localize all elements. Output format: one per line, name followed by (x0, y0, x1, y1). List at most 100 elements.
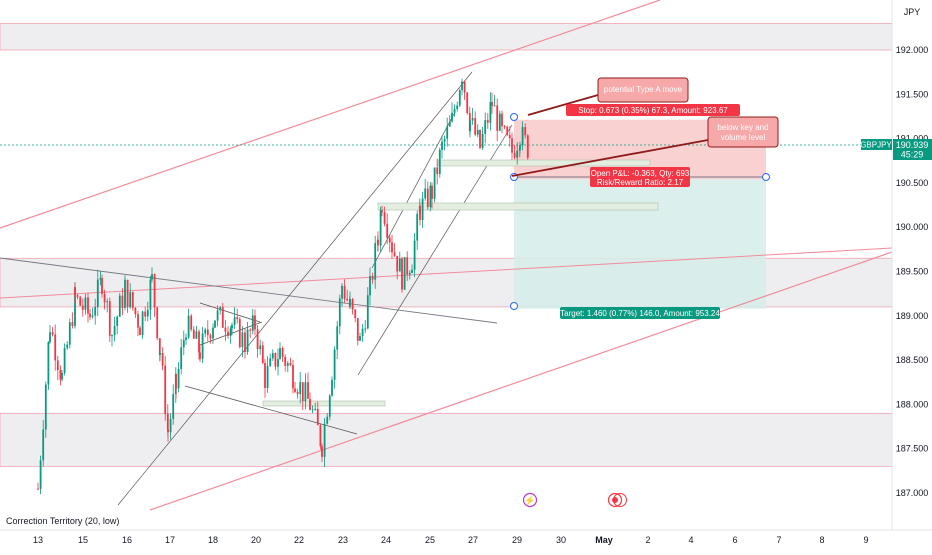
candle[interactable] (81, 298, 84, 317)
candle[interactable] (314, 402, 317, 411)
candle[interactable] (416, 210, 419, 250)
callout-potential-move[interactable]: potential Type A move (527, 77, 689, 116)
candle[interactable] (76, 293, 79, 300)
candle[interactable] (391, 234, 393, 260)
candle[interactable] (209, 333, 212, 344)
candle[interactable] (419, 202, 421, 226)
candle[interactable] (359, 332, 361, 342)
candle[interactable] (42, 420, 45, 467)
rising-channel-right[interactable] (357, 124, 513, 376)
candle[interactable] (441, 135, 443, 159)
candle[interactable] (106, 298, 109, 313)
candle[interactable] (84, 294, 87, 315)
candle[interactable] (227, 326, 229, 339)
candle[interactable] (433, 167, 436, 203)
candle[interactable] (374, 235, 377, 289)
trendlines-layer[interactable] (0, 0, 893, 511)
candle[interactable] (216, 305, 219, 327)
candle[interactable] (511, 132, 513, 160)
candle[interactable] (481, 127, 484, 151)
candle[interactable] (204, 327, 207, 338)
candle[interactable] (249, 328, 252, 339)
candle[interactable] (99, 271, 102, 286)
candle[interactable] (195, 325, 198, 340)
event-icons[interactable]: ⚡ (522, 492, 627, 508)
wedge-lower-line[interactable] (184, 385, 358, 435)
candle[interactable] (513, 144, 516, 160)
candle[interactable] (516, 142, 519, 165)
candle[interactable] (229, 325, 232, 344)
time-axis[interactable]: 13 15 16 17 18 20 22 23 24 25 27 29 30 May 2 4 6 7 8 9 (0, 529, 932, 550)
candle[interactable] (506, 125, 509, 137)
candle[interactable] (351, 297, 354, 315)
candle[interactable] (190, 313, 193, 332)
support-resistance-zone[interactable] (0, 23, 893, 51)
candle[interactable] (271, 349, 274, 361)
candle[interactable] (126, 279, 129, 313)
candle[interactable] (241, 326, 244, 358)
candle[interactable] (161, 347, 164, 371)
candle[interactable] (466, 91, 469, 115)
candle[interactable] (493, 94, 496, 107)
candle[interactable] (292, 359, 294, 394)
target-handle[interactable] (510, 302, 518, 310)
candle[interactable] (144, 306, 147, 321)
candle[interactable] (469, 119, 471, 138)
candle[interactable] (224, 319, 227, 341)
candle[interactable] (294, 381, 296, 393)
candle[interactable] (269, 353, 272, 367)
stop-handle[interactable] (510, 113, 518, 121)
candle[interactable] (319, 423, 322, 450)
candle[interactable] (94, 298, 97, 325)
candle[interactable] (101, 274, 103, 298)
candle[interactable] (274, 352, 277, 371)
candle[interactable] (71, 312, 74, 329)
lower-channel-line[interactable] (149, 251, 893, 511)
falling-trendline[interactable] (0, 257, 498, 324)
candle[interactable] (406, 251, 409, 281)
candle[interactable] (182, 330, 185, 355)
candle[interactable] (369, 267, 371, 306)
candle[interactable] (501, 110, 503, 134)
candle[interactable] (131, 291, 134, 311)
key-level-box[interactable] (262, 400, 386, 407)
support-resistance-zone[interactable] (0, 412, 893, 467)
candle[interactable] (180, 339, 183, 375)
key-levels-layer[interactable] (262, 159, 659, 407)
candle[interactable] (91, 307, 94, 319)
candle[interactable] (411, 264, 413, 274)
candle[interactable] (89, 308, 91, 321)
candle[interactable] (74, 282, 76, 304)
candle[interactable] (236, 308, 239, 324)
candle[interactable] (108, 297, 111, 343)
candle[interactable] (356, 318, 359, 346)
candle[interactable] (256, 325, 259, 358)
candle[interactable] (284, 354, 287, 372)
candle[interactable] (156, 306, 159, 341)
candle[interactable] (343, 279, 346, 304)
candle[interactable] (398, 251, 401, 272)
candle[interactable] (175, 373, 177, 399)
candle[interactable] (429, 182, 432, 212)
candle[interactable] (508, 126, 511, 147)
candle[interactable] (139, 325, 141, 335)
candle[interactable] (169, 413, 172, 440)
candle[interactable] (51, 326, 54, 337)
candle[interactable] (164, 356, 167, 421)
candle[interactable] (185, 333, 187, 345)
candle[interactable] (79, 295, 82, 307)
candle[interactable] (484, 112, 487, 144)
candle[interactable] (244, 338, 246, 359)
candle[interactable] (309, 392, 311, 411)
candle[interactable] (388, 235, 391, 253)
candle[interactable] (296, 388, 299, 399)
candle[interactable] (489, 92, 492, 131)
candle[interactable] (233, 307, 236, 329)
candle[interactable] (443, 135, 446, 151)
candle[interactable] (526, 134, 529, 160)
candle[interactable] (338, 294, 341, 335)
candle[interactable] (259, 339, 262, 355)
candle[interactable] (424, 179, 427, 201)
candle[interactable] (141, 310, 144, 340)
